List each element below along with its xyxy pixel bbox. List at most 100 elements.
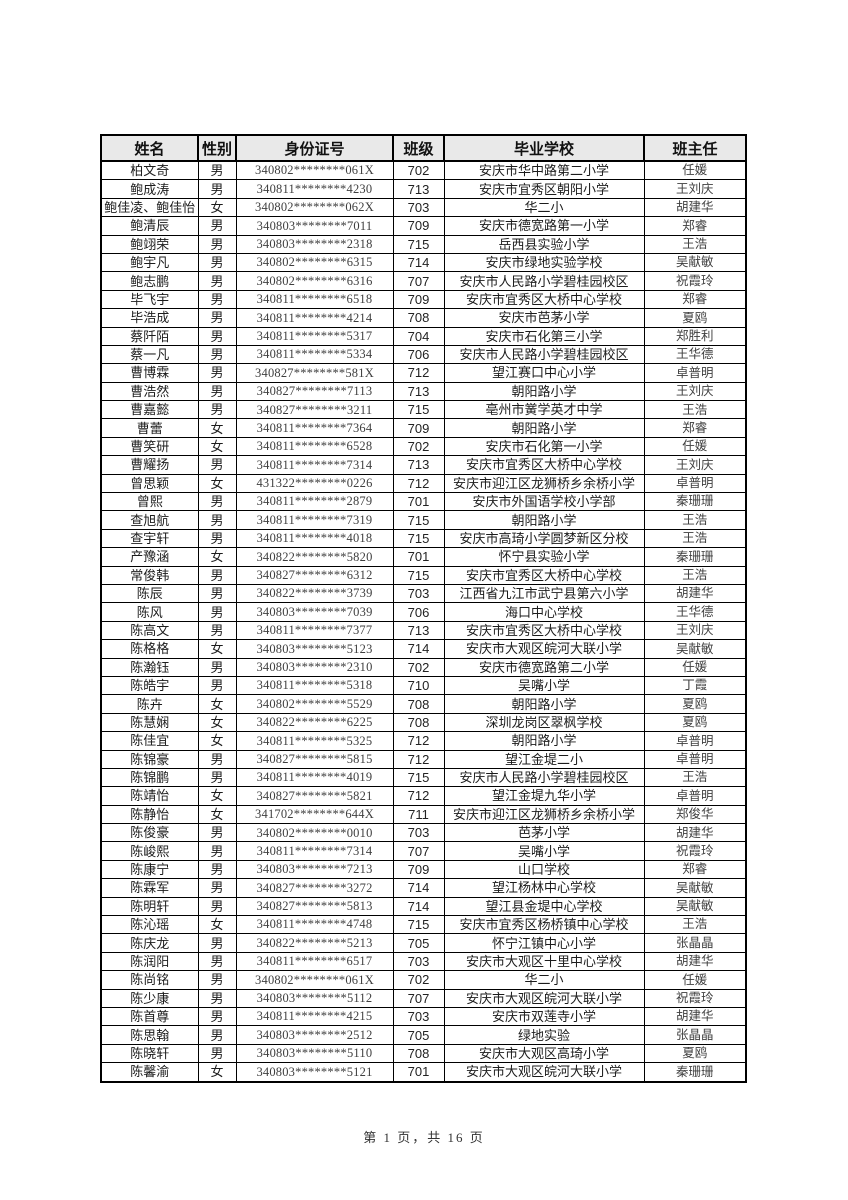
id-number-cell: 340811********2879 <box>235 492 394 512</box>
student-name-cell: 陈润阳 <box>100 951 199 972</box>
teacher-cell: 夏鸥 <box>643 308 747 328</box>
school-cell: 吴嘴小学 <box>443 841 645 861</box>
gender-cell: 男 <box>197 565 237 585</box>
gender-cell: 男 <box>197 271 237 291</box>
student-name-cell: 陈皓宇 <box>100 675 199 696</box>
table-row: 曹浩然男 340827********7113 713 朝阳路小学 王刘庆 <box>100 381 747 402</box>
id-number-cell: 340803********5121 <box>235 1062 394 1083</box>
class-cell: 703 <box>392 197 445 218</box>
gender-cell: 女 <box>197 1062 237 1083</box>
class-cell: 714 <box>392 878 445 898</box>
table-row: 查宇轩男 340811********4018 715 安庆市高琦小学圆梦新区分校 王浩 <box>100 528 747 549</box>
id-number-cell: 340811********7314 <box>235 455 394 475</box>
id-number-cell: 340803********7039 <box>235 602 394 622</box>
student-name-cell: 陈峻熙 <box>100 841 199 861</box>
teacher-cell: 王浩 <box>643 400 747 420</box>
gender-cell: 男 <box>197 326 237 346</box>
class-cell: 712 <box>392 473 445 494</box>
gender-cell: 男 <box>197 823 237 843</box>
school-cell: 安庆市大观区皖河大联小学 <box>443 639 645 659</box>
id-number-cell: 340811********5317 <box>235 326 394 346</box>
class-cell: 713 <box>392 455 445 475</box>
teacher-cell: 卓普明 <box>643 749 747 769</box>
school-cell: 安庆市宜秀区大桥中心学校 <box>443 455 645 475</box>
class-cell: 708 <box>392 694 445 714</box>
id-number-cell: 340811********6518 <box>235 289 394 310</box>
table-row: 陈峻熙男 340811********7314 707 吴嘴小学 祝霞玲 <box>100 841 747 861</box>
student-name-cell: 陈辰 <box>100 583 199 604</box>
teacher-cell: 夏鸥 <box>643 1043 747 1064</box>
student-name-cell: 陈瀚钰 <box>100 657 199 677</box>
school-cell: 绿地实验 <box>443 1025 645 1045</box>
class-cell: 702 <box>392 436 445 457</box>
id-number-cell: 341702********644X <box>235 804 394 825</box>
student-name-cell: 蔡阡陌 <box>100 326 199 346</box>
table-row: 产豫涵女 340822********5820 701 怀宁县实验小学 秦珊珊 <box>100 547 747 567</box>
school-cell: 江西省九江市武宁县第六小学 <box>443 583 645 604</box>
gender-cell: 女 <box>197 694 237 714</box>
teacher-cell: 吴献敏 <box>643 878 747 898</box>
gender-cell: 女 <box>197 731 237 751</box>
school-cell: 安庆市华中路第二小学 <box>443 160 645 181</box>
table-row: 曾熙男 340811********2879 701 安庆市外国语学校小学部 秦珊珊 <box>100 492 747 512</box>
class-cell: 708 <box>392 1043 445 1064</box>
table-row: 陈锦豪男 340827********5815 712 望江金堤二小 卓普明 <box>100 749 747 769</box>
id-number-cell: 340811********4230 <box>235 179 394 199</box>
teacher-cell: 王浩 <box>643 510 747 530</box>
teacher-cell: 任媛 <box>643 160 747 181</box>
table-row: 柏文奇男 340802********061X 702 安庆市华中路第二小学 任媛 <box>100 160 747 181</box>
teacher-cell: 秦珊珊 <box>643 1062 747 1083</box>
class-cell: 713 <box>392 620 445 641</box>
gender-cell: 男 <box>197 933 237 953</box>
school-cell: 吴嘴小学 <box>443 675 645 696</box>
teacher-cell: 任媛 <box>643 657 747 677</box>
student-name-cell: 陈思翰 <box>100 1025 199 1045</box>
teacher-cell: 王浩 <box>643 915 747 935</box>
class-cell: 707 <box>392 988 445 1008</box>
school-cell: 朝阳路小学 <box>443 510 645 530</box>
gender-cell: 女 <box>197 804 237 825</box>
school-cell: 朝阳路小学 <box>443 694 645 714</box>
gender-cell: 男 <box>197 1043 237 1064</box>
gender-cell: 男 <box>197 878 237 898</box>
table-row: 鲍宇凡男 340802********6315 714 安庆市绿地实验学校 吴献敏 <box>100 252 747 273</box>
class-cell: 714 <box>392 639 445 659</box>
gender-cell: 男 <box>197 252 237 273</box>
student-name-cell: 曾思颖 <box>100 473 199 494</box>
student-name-cell: 陈靖怡 <box>100 786 199 806</box>
school-cell: 望江金堤九华小学 <box>443 786 645 806</box>
id-number-cell: 340811********4019 <box>235 767 394 788</box>
teacher-cell: 秦珊珊 <box>643 492 747 512</box>
gender-cell: 男 <box>197 620 237 641</box>
student-name-cell: 鲍宇凡 <box>100 252 199 273</box>
class-cell: 715 <box>392 915 445 935</box>
gender-cell: 男 <box>197 896 237 917</box>
school-cell: 安庆市绿地实验学校 <box>443 252 645 273</box>
id-number-cell: 340811********4215 <box>235 1006 394 1027</box>
teacher-cell: 任媛 <box>643 970 747 990</box>
table-row: 鲍翊荣男 340803********2318 715 岳西县实验小学 王浩 <box>100 234 747 254</box>
class-cell: 706 <box>392 602 445 622</box>
class-cell: 708 <box>392 712 445 733</box>
gender-cell: 男 <box>197 767 237 788</box>
class-cell: 715 <box>392 400 445 420</box>
school-cell: 朝阳路小学 <box>443 418 645 438</box>
teacher-cell: 王华德 <box>643 344 747 365</box>
id-number-cell: 340811********5318 <box>235 675 394 696</box>
id-number-cell: 340827********5815 <box>235 749 394 769</box>
gender-cell: 男 <box>197 602 237 622</box>
class-cell: 703 <box>392 951 445 972</box>
teacher-cell: 卓普明 <box>643 363 747 383</box>
table-row: 曹耀扬男 340811********7314 713 安庆市宜秀区大桥中心学校 王刘庆 <box>100 455 747 475</box>
class-cell: 702 <box>392 160 445 181</box>
id-number-cell: 340811********6517 <box>235 951 394 972</box>
student-name-cell: 陈明轩 <box>100 896 199 917</box>
school-cell: 安庆市外国语学校小学部 <box>443 492 645 512</box>
gender-cell: 女 <box>197 436 237 457</box>
gender-cell: 女 <box>197 712 237 733</box>
school-cell: 望江杨林中心学校 <box>443 878 645 898</box>
student-name-cell: 陈尚铭 <box>100 970 199 990</box>
table-row: 陈沁瑶女 340811********4748 715 安庆市宜秀区杨桥镇中心学校 王浩 <box>100 915 747 935</box>
table-row: 陈锦鹏男 340811********4019 715 安庆市人民路小学碧桂园校区 王浩 <box>100 767 747 788</box>
teacher-cell: 吴献敏 <box>643 252 747 273</box>
